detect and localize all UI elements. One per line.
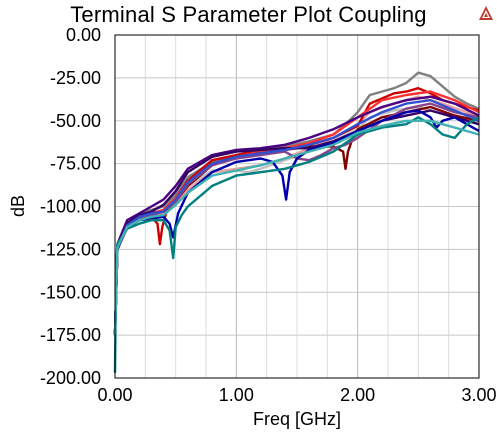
- y-tick-label: 0.00: [66, 25, 101, 45]
- y-axis-label: dB: [8, 195, 28, 217]
- series-layer: [113, 71, 480, 373]
- y-tick-label: -50.00: [50, 111, 101, 131]
- warning-triangle-logo-icon: [479, 6, 493, 20]
- x-tick-label: 1.00: [219, 385, 254, 405]
- y-tick-label: -75.00: [50, 154, 101, 174]
- y-tick-label: -125.00: [40, 239, 101, 259]
- y-tick-label: -25.00: [50, 68, 101, 88]
- series-line-8: [113, 95, 480, 336]
- y-tick-label: -175.00: [40, 325, 101, 345]
- tick-labels: 0.00 -25.00 -50.00 -75.00 -100.00 -125.00 -150…: [40, 25, 497, 405]
- x-tick-label: 0.00: [97, 385, 132, 405]
- x-tick-label: 3.00: [461, 385, 496, 405]
- y-tick-label: -100.00: [40, 197, 101, 217]
- y-tick-label: -200.00: [40, 368, 101, 388]
- series-line-11: [113, 98, 480, 336]
- plot-frame: [114, 34, 480, 379]
- chart-title: Terminal S Parameter Plot Coupling: [70, 2, 427, 27]
- x-tick-label: 2.00: [340, 385, 375, 405]
- x-axis-label: Freq [GHz]: [253, 409, 341, 429]
- series-line-13: [113, 119, 480, 336]
- series-line-10: [113, 109, 480, 336]
- series-line-9: [113, 109, 480, 336]
- y-tick-label: -150.00: [40, 282, 101, 302]
